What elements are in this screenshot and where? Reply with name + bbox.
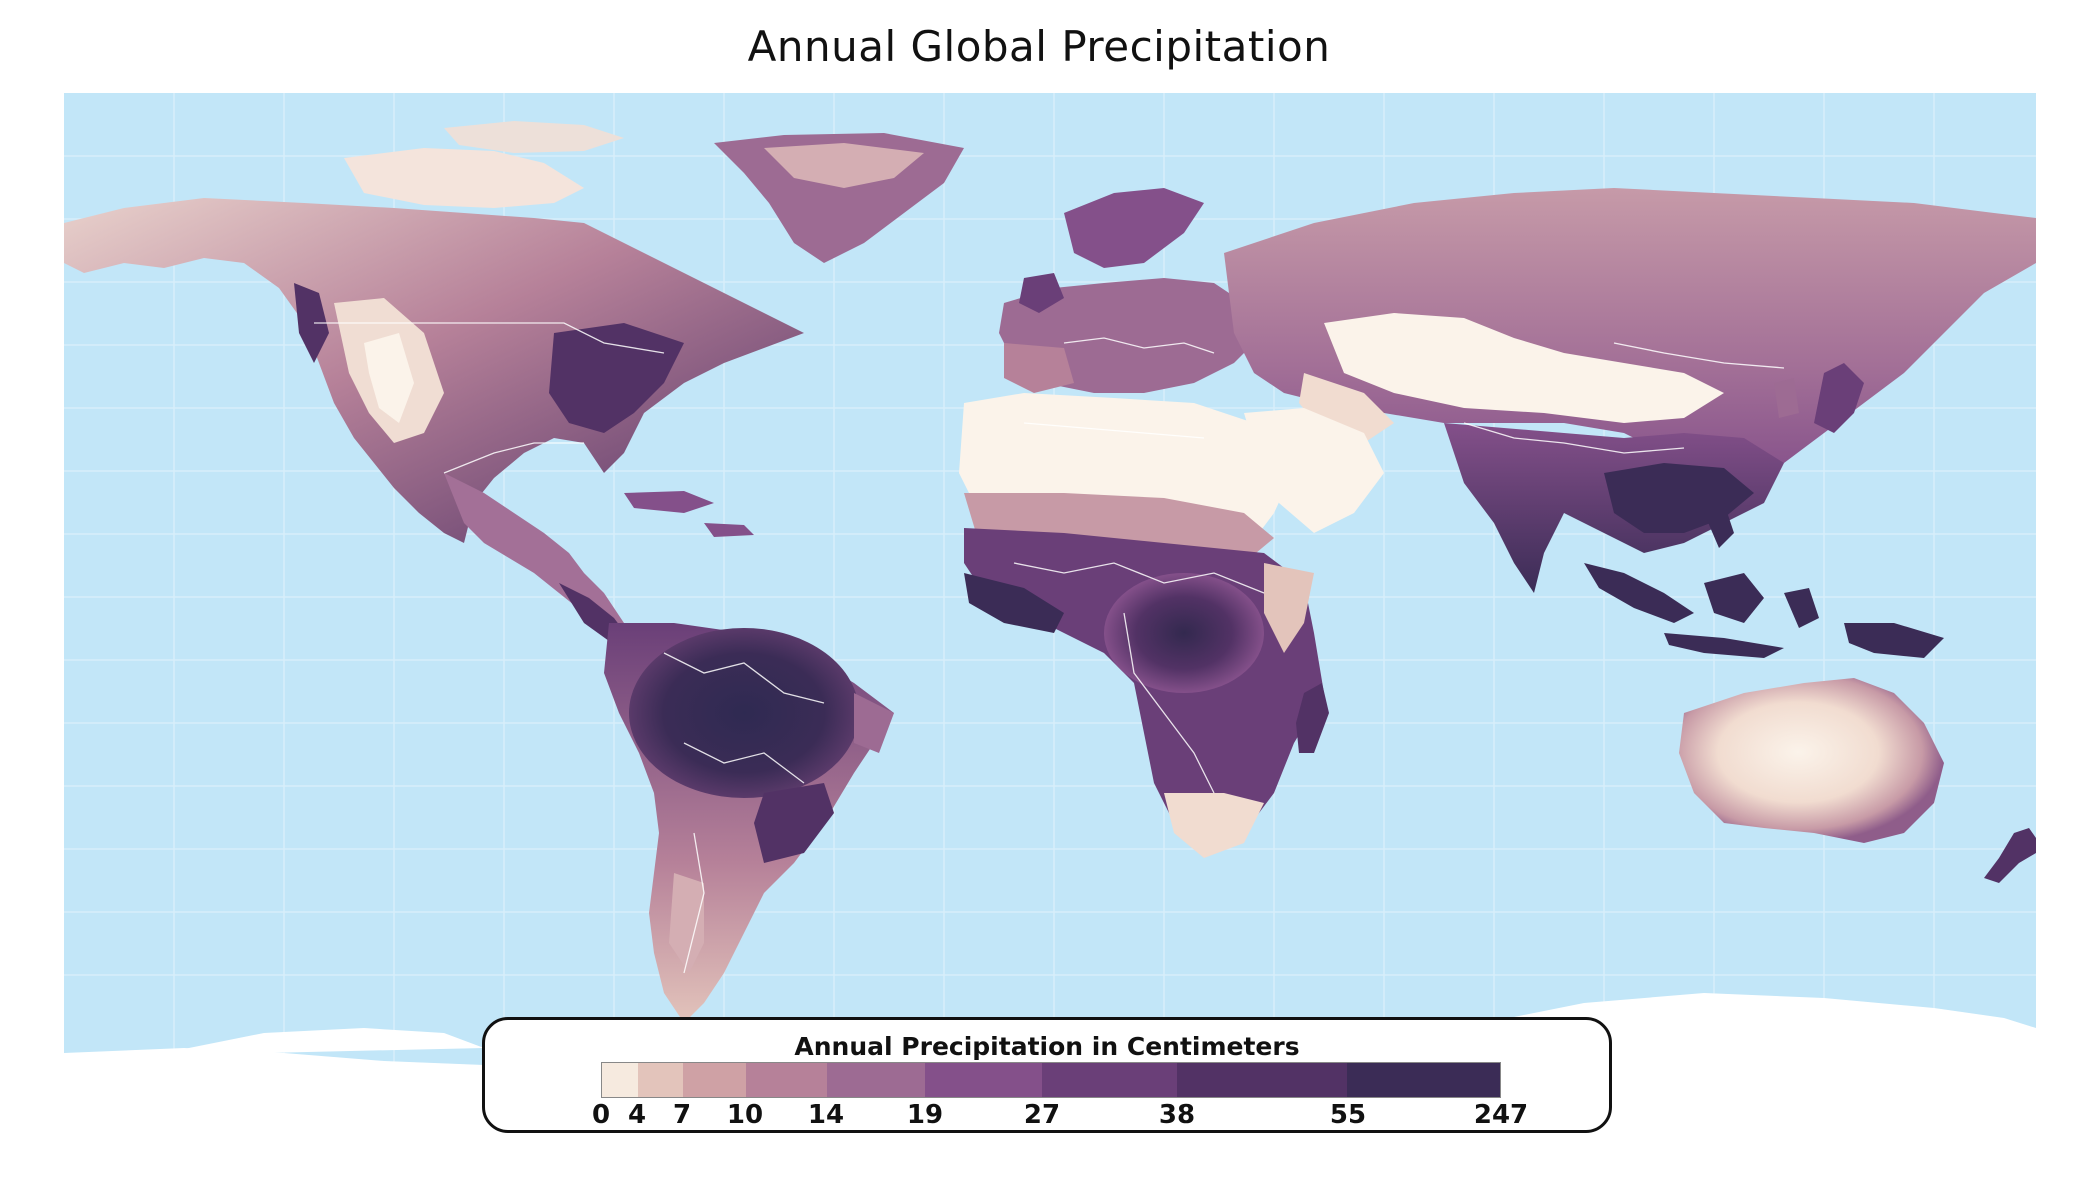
europe xyxy=(999,188,1264,393)
legend-swatch xyxy=(637,1063,683,1097)
africa xyxy=(959,393,1329,858)
north-america xyxy=(64,121,804,641)
country-borders xyxy=(314,322,1785,974)
asia xyxy=(1224,188,2036,593)
legend-color-bar xyxy=(601,1062,1501,1098)
legend-tick-label: 7 xyxy=(672,1100,692,1130)
madagascar xyxy=(1296,683,1329,753)
legend-tick-label: 19 xyxy=(906,1100,944,1130)
legend-swatch xyxy=(682,1063,746,1097)
legend-tick-label: 0 xyxy=(591,1100,611,1130)
legend-tick-label: 14 xyxy=(807,1100,845,1130)
maritime-southeast-asia xyxy=(1584,503,1944,658)
legend-tick-label: 247 xyxy=(1473,1100,1529,1130)
legend-swatch xyxy=(745,1063,827,1097)
legend-tick-label: 4 xyxy=(627,1100,647,1130)
legend-tick-labels: 0 4 7 10 14 19 27 38 55 247 xyxy=(592,1100,1528,1132)
map-title: Annual Global Precipitation xyxy=(747,22,1331,71)
arabian-peninsula xyxy=(1244,408,1384,533)
caribbean xyxy=(624,491,754,537)
legend-tick-label: 38 xyxy=(1158,1100,1196,1130)
legend-swatch xyxy=(1347,1063,1500,1097)
legend-title: Annual Precipitation in Centimeters xyxy=(794,1032,1300,1061)
australia xyxy=(1679,678,1944,843)
legend-swatch xyxy=(925,1063,1043,1097)
japan xyxy=(1814,363,1864,433)
south-america xyxy=(604,623,894,1023)
legend-tick-label: 10 xyxy=(726,1100,764,1130)
precipitation-map xyxy=(64,93,2036,1105)
new-zealand xyxy=(1984,828,2036,883)
legend-tick-label: 55 xyxy=(1329,1100,1367,1130)
legend-swatch xyxy=(1042,1063,1177,1097)
legend-swatch xyxy=(1176,1063,1348,1097)
legend-tick-label: 27 xyxy=(1023,1100,1061,1130)
legend-swatch xyxy=(602,1063,638,1097)
legend-swatch xyxy=(826,1063,926,1097)
